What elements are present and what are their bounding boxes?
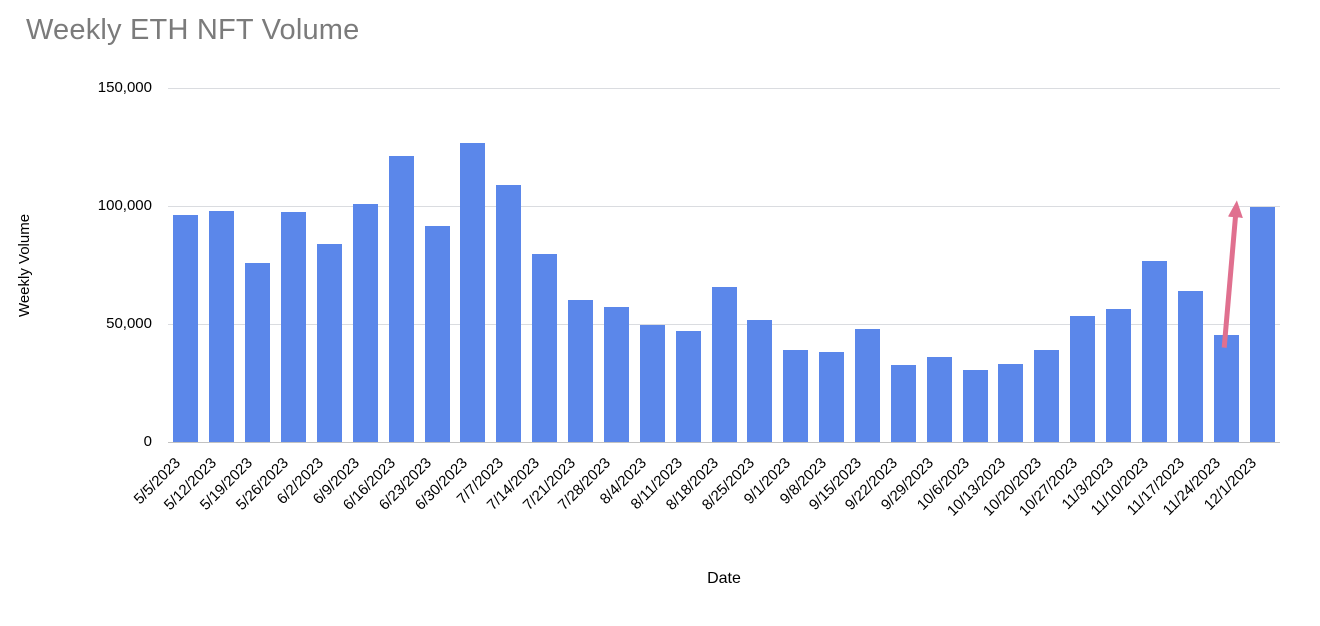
- bar[interactable]: [1177, 290, 1203, 442]
- bar[interactable]: [603, 307, 629, 442]
- bar[interactable]: [747, 320, 773, 442]
- bar[interactable]: [926, 357, 952, 442]
- bar[interactable]: [783, 349, 809, 442]
- y-tick-label: 100,000: [97, 197, 152, 214]
- bar[interactable]: [1070, 315, 1096, 442]
- x-axis-line: [168, 442, 1280, 443]
- bar[interactable]: [1249, 207, 1275, 442]
- bar[interactable]: [316, 243, 342, 442]
- bar[interactable]: [496, 184, 522, 442]
- bar[interactable]: [998, 364, 1024, 442]
- bar[interactable]: [675, 331, 701, 442]
- bar[interactable]: [424, 226, 450, 442]
- bar[interactable]: [568, 300, 594, 442]
- bar[interactable]: [639, 325, 665, 442]
- bar[interactable]: [1213, 334, 1239, 442]
- bar[interactable]: [890, 365, 916, 442]
- bar[interactable]: [281, 211, 307, 442]
- bar[interactable]: [854, 328, 880, 442]
- y-tick-label: 150,000: [97, 79, 152, 96]
- bar[interactable]: [711, 287, 737, 442]
- bar[interactable]: [819, 352, 845, 442]
- bar[interactable]: [388, 156, 414, 442]
- y-tick-label: 0: [143, 433, 152, 450]
- y-axis-tick-labels: 0 50,000 100,000 150,000: [0, 0, 152, 626]
- bar[interactable]: [352, 203, 378, 442]
- plot-area: [168, 88, 1280, 443]
- gridline: [168, 206, 1280, 207]
- chart-title: Weekly ETH NFT Volume: [26, 14, 360, 46]
- bar[interactable]: [962, 370, 988, 442]
- bar[interactable]: [532, 254, 558, 442]
- bar[interactable]: [460, 143, 486, 442]
- x-axis-title: Date: [707, 570, 741, 587]
- y-tick-label: 50,000: [106, 315, 152, 332]
- bar[interactable]: [245, 262, 271, 442]
- gridline: [168, 88, 1280, 89]
- bar[interactable]: [1106, 308, 1132, 442]
- bar[interactable]: [1034, 349, 1060, 442]
- bar[interactable]: [209, 210, 235, 442]
- bar[interactable]: [173, 215, 199, 442]
- bar[interactable]: [1141, 261, 1167, 442]
